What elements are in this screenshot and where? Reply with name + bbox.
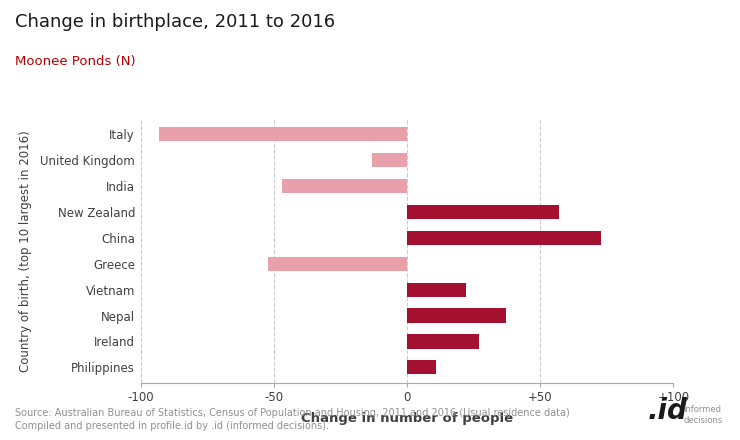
Text: Source: Australian Bureau of Statistics, Census of Population and Housing, 2011 : Source: Australian Bureau of Statistics,… — [15, 408, 570, 431]
Text: Moonee Ponds (N): Moonee Ponds (N) — [15, 55, 135, 68]
Bar — [407, 282, 465, 297]
Y-axis label: Country of birth, (top 10 largest in 2016): Country of birth, (top 10 largest in 201… — [19, 130, 32, 372]
Text: informed
decisions: informed decisions — [683, 404, 722, 425]
Bar — [407, 360, 437, 374]
Bar — [372, 153, 407, 167]
X-axis label: Change in number of people: Change in number of people — [301, 412, 513, 425]
Bar — [282, 179, 407, 193]
Bar — [407, 334, 479, 348]
Bar — [407, 205, 559, 219]
Bar — [407, 231, 602, 245]
Bar — [407, 308, 505, 323]
Bar — [269, 257, 407, 271]
Bar — [159, 127, 407, 141]
Text: Change in birthplace, 2011 to 2016: Change in birthplace, 2011 to 2016 — [15, 13, 335, 31]
Text: .id: .id — [648, 396, 687, 425]
